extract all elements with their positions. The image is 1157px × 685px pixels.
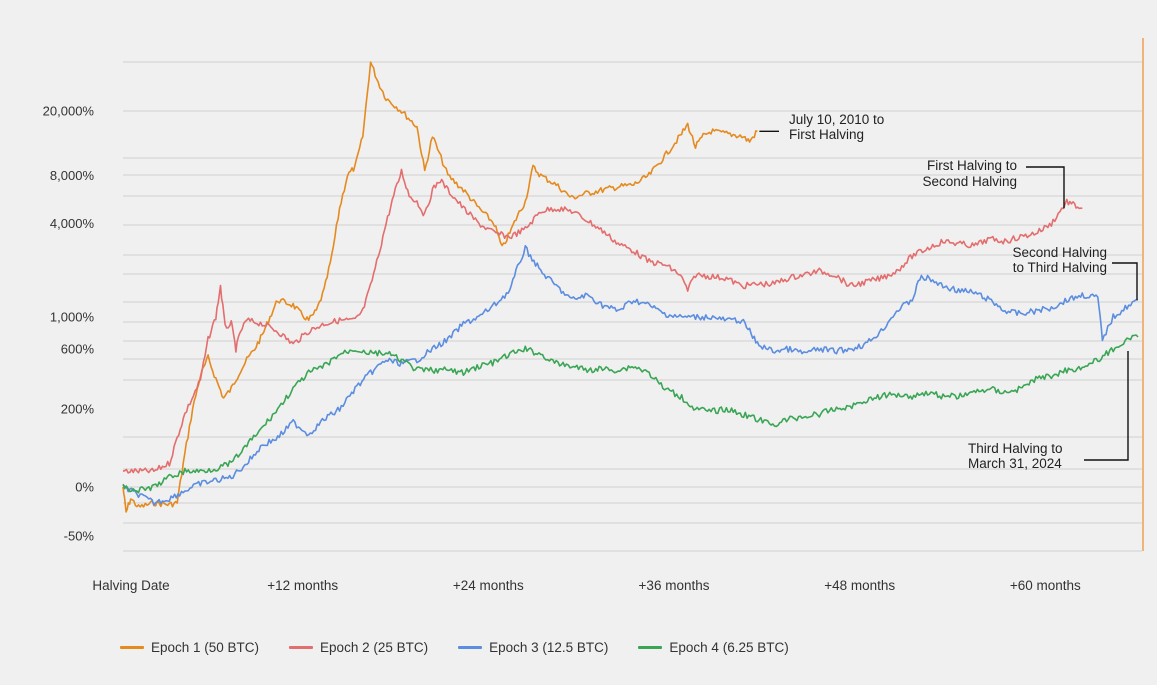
annotation-label: First Halving to (927, 158, 1017, 173)
legend-item-epoch-3: Epoch 3 (12.5 BTC) (458, 640, 608, 655)
annotation-label: July 10, 2010 to (789, 112, 884, 127)
x-tick-label: +36 months (639, 578, 710, 593)
x-tick-label: +24 months (453, 578, 524, 593)
x-tick-label: +48 months (824, 578, 895, 593)
y-tick-label: 200% (61, 402, 95, 417)
x-tick-label: +12 months (267, 578, 338, 593)
legend-swatch-epoch-3 (458, 646, 483, 649)
annotation-leader (1026, 166, 1065, 209)
legend-swatch-epoch-1 (120, 646, 144, 649)
annotation-label: Second Halving (1012, 245, 1107, 260)
x-tick-label: Halving Date (92, 578, 169, 593)
y-tick-label: 600% (61, 342, 95, 357)
legend-label-epoch-4: Epoch 4 (6.25 BTC) (669, 640, 789, 655)
series-line-epoch-1 (122, 61, 758, 513)
annotation-label: March 31, 2024 (968, 456, 1062, 471)
legend-item-epoch-4: Epoch 4 (6.25 BTC) (638, 640, 789, 655)
legend-label-epoch-3: Epoch 3 (12.5 BTC) (489, 640, 609, 655)
legend-swatch-epoch-4 (638, 646, 663, 649)
annotation-label: Third Halving to (968, 441, 1063, 456)
y-tick-label: -50% (64, 529, 95, 544)
annotation-label: to Third Halving (1013, 260, 1107, 275)
series-line-epoch-3 (122, 245, 1139, 506)
legend: Epoch 1 (50 BTC) Epoch 2 (25 BTC) Epoch … (120, 640, 789, 655)
y-tick-label: 4,000% (50, 216, 95, 231)
series-line-epoch-2 (122, 168, 1083, 474)
series-line-epoch-4 (122, 334, 1139, 494)
legend-swatch-epoch-2 (289, 646, 314, 649)
annotation-label: Second Halving (922, 174, 1017, 189)
line-chart: 20,000% 8,000% 4,000% 1,000% 600% 200% 0% -50% H… (43, 38, 1144, 593)
annotation-leader (1112, 262, 1138, 300)
y-tick-label: 8,000% (50, 168, 95, 183)
x-tick-label: +60 months (1010, 578, 1081, 593)
annotation-leader (1084, 350, 1129, 461)
legend-item-epoch-1: Epoch 1 (50 BTC) (120, 640, 259, 655)
y-tick-label: 0% (75, 480, 94, 495)
legend-label-epoch-2: Epoch 2 (25 BTC) (320, 640, 429, 655)
legend-item-epoch-2: Epoch 2 (25 BTC) (289, 640, 428, 655)
y-tick-label: 1,000% (50, 309, 95, 324)
y-tick-label: 20,000% (43, 104, 95, 119)
legend-label-epoch-1: Epoch 1 (50 BTC) (151, 640, 260, 655)
annotation-label: First Halving (789, 127, 864, 142)
